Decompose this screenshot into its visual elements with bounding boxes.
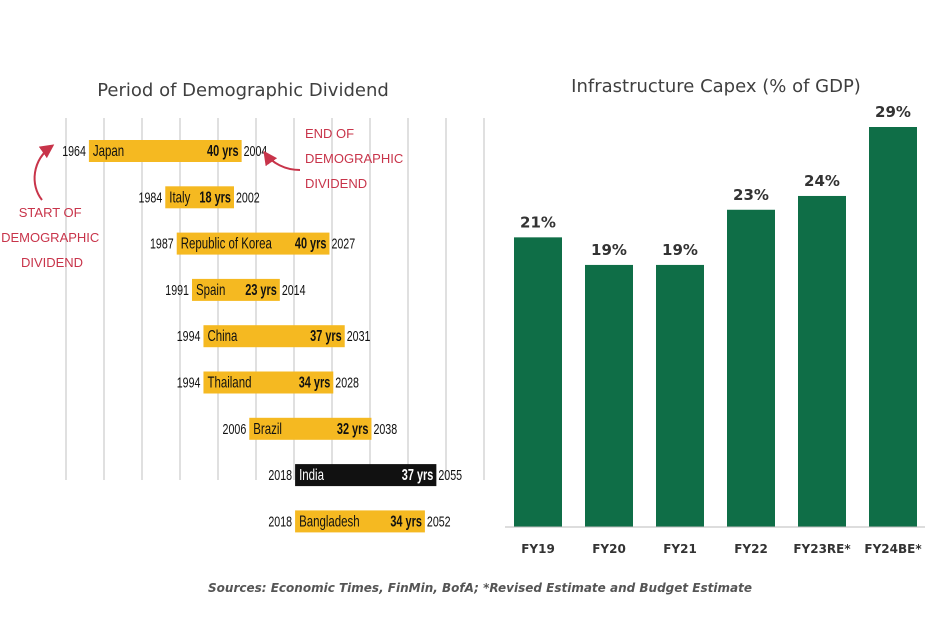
capex-bar-group-fy23re: 24% FY23RE*	[793, 172, 851, 556]
start-annotation-text: START OF DEMOGRAPHIC DIVIDEND	[1, 205, 103, 270]
timeline-bars: Japan 40 yrs 1964 2004 Italy 18 yrs 1984 2002 Re…	[62, 140, 462, 533]
capex-bar	[869, 127, 917, 527]
timeline-bar	[203, 371, 334, 394]
timeline-end-year: 2055	[438, 468, 462, 484]
capex-category-label: FY19	[521, 542, 555, 556]
timeline-start-year: 1994	[177, 329, 201, 345]
start-annotation: START OF DEMOGRAPHIC DIVIDEND	[1, 144, 103, 270]
capex-category-label: FY24BE*	[864, 542, 922, 556]
timeline-duration-label: 37 yrs	[402, 466, 434, 484]
end-annotation: END OF DEMOGRAPHIC DIVIDEND	[263, 126, 407, 191]
infrastructure-capex-chart: Infrastructure Capex (% of GDP) 21% FY19 1…	[505, 76, 925, 556]
timeline-row-china: China 37 yrs 1994 2031	[177, 325, 371, 348]
timeline-country-label: Bangladesh	[299, 511, 360, 529]
capex-bar-group-fy21: 19% FY21	[656, 241, 704, 556]
capex-value-label: 29%	[875, 103, 911, 121]
timeline-duration-label: 23 yrs	[245, 281, 277, 299]
end-annotation-text: END OF DEMOGRAPHIC DIVIDEND	[305, 126, 407, 191]
timeline-duration-label: 40 yrs	[207, 142, 239, 160]
timeline-row-bangladesh: Bangladesh 34 yrs 2018 2052	[268, 510, 451, 533]
timeline-country-label: Thailand	[207, 373, 251, 391]
sources-note: Sources: Economic Times, FinMin, BofA; *…	[208, 581, 752, 595]
timeline-bar	[165, 186, 234, 209]
timeline-end-year: 2031	[347, 329, 371, 345]
timeline-start-year: 2006	[223, 421, 247, 437]
timeline-start-year: 2018	[268, 468, 292, 484]
capex-value-label: 21%	[520, 213, 556, 231]
capex-category-label: FY21	[663, 542, 697, 556]
timeline-start-year: 1964	[62, 144, 86, 160]
demographic-dividend-chart: Period of Demographic Dividend Japan 40 y…	[1, 80, 485, 533]
timeline-country-label: China	[207, 326, 237, 344]
capex-value-label: 19%	[591, 241, 627, 259]
timeline-bar	[192, 278, 280, 301]
capex-value-label: 23%	[733, 186, 769, 204]
timeline-start-year: 1994	[177, 375, 201, 391]
timeline-chart-title: Period of Demographic Dividend	[97, 80, 389, 101]
timeline-end-year: 2052	[427, 514, 451, 530]
capex-bar	[585, 264, 633, 527]
capex-category-label: FY22	[734, 542, 768, 556]
start-arrow-icon	[33, 144, 55, 201]
capex-bar	[798, 195, 846, 527]
capex-chart-title: Infrastructure Capex (% of GDP)	[571, 76, 861, 97]
timeline-duration-label: 32 yrs	[337, 420, 369, 438]
capex-bar-group-fy19: 21% FY19	[514, 213, 562, 556]
timeline-start-year: 1991	[165, 282, 189, 298]
timeline-country-label: India	[299, 465, 324, 483]
timeline-bar	[88, 140, 242, 162]
timeline-start-year: 1987	[150, 236, 174, 252]
timeline-duration-label: 18 yrs	[199, 188, 231, 206]
timeline-bar	[295, 464, 437, 487]
timeline-row-india: India 37 yrs 2018 2055	[268, 464, 462, 487]
timeline-row-italy: Italy 18 yrs 1984 2002	[139, 186, 260, 209]
timeline-end-year: 2014	[282, 282, 306, 298]
timeline-duration-label: 40 yrs	[295, 235, 327, 253]
capex-value-label: 19%	[662, 241, 698, 259]
timeline-row-japan: Japan 40 yrs 1964 2004	[62, 140, 267, 162]
timeline-bar	[295, 510, 425, 533]
timeline-row-brazil: Brazil 32 yrs 2006 2038	[223, 417, 397, 440]
timeline-row-republic-of-korea: Republic of Korea 40 yrs 1987 2027	[150, 232, 355, 255]
timeline-bar	[203, 325, 345, 348]
capex-category-label: FY23RE*	[793, 542, 851, 556]
timeline-duration-label: 37 yrs	[310, 327, 342, 345]
timeline-start-year: 1984	[139, 190, 163, 206]
timeline-country-label: Japan	[93, 141, 124, 159]
timeline-country-label: Republic of Korea	[181, 234, 272, 252]
timeline-end-year: 2027	[331, 236, 355, 252]
timeline-end-year: 2028	[335, 375, 359, 391]
capex-value-label: 24%	[804, 172, 840, 190]
timeline-end-year: 2004	[244, 144, 268, 160]
capex-bar	[656, 264, 704, 527]
capex-bar-group-fy24be: 29% FY24BE*	[864, 103, 922, 556]
capex-bar	[727, 209, 775, 528]
timeline-start-year: 2018	[268, 514, 292, 530]
timeline-country-label: Spain	[196, 280, 225, 298]
timeline-country-label: Italy	[169, 187, 190, 205]
capex-bar-group-fy20: 19% FY20	[585, 241, 633, 556]
timeline-row-thailand: Thailand 34 yrs 1994 2028	[177, 371, 359, 394]
capex-bars: 21% FY19 19% FY20 19% FY21 23% FY22 24% FY23RE* 29…	[514, 103, 922, 556]
capex-bar-group-fy22: 23% FY22	[727, 186, 775, 556]
capex-category-label: FY20	[592, 542, 626, 556]
timeline-bar	[176, 232, 330, 255]
timeline-end-year: 2002	[236, 190, 260, 206]
timeline-end-year: 2038	[373, 421, 397, 437]
end-arrow-icon	[263, 150, 301, 171]
timeline-row-spain: Spain 23 yrs 1991 2014	[165, 278, 306, 301]
capex-bar	[514, 237, 562, 527]
timeline-bar	[249, 417, 372, 440]
timeline-country-label: Brazil	[253, 419, 282, 437]
timeline-duration-label: 34 yrs	[390, 512, 422, 530]
timeline-duration-label: 34 yrs	[299, 373, 331, 391]
